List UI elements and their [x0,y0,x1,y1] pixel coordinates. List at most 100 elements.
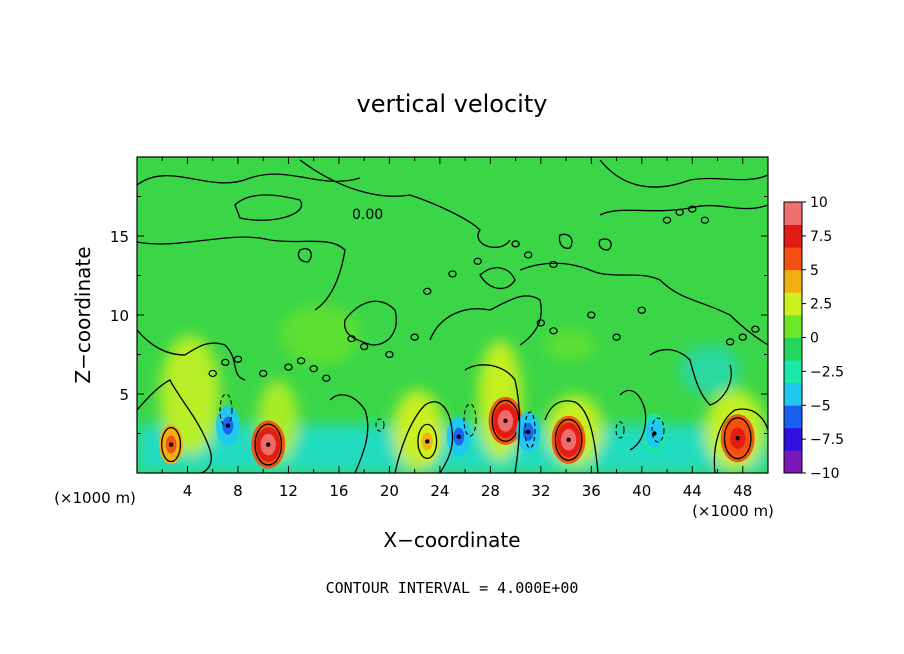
extrema-cores [159,396,755,469]
contour-cell [675,208,684,216]
x-tick-label: 24 [430,482,449,500]
contour-cell [322,374,331,382]
colorbar-label: −10 [810,466,840,482]
colorbar-label: −7.5 [810,432,844,448]
contour-cell [309,365,318,373]
contour-cell [473,257,482,265]
contour-line [137,173,361,186]
contour-line [598,238,612,251]
small-contour-cells [208,205,760,382]
negative-contour [615,421,625,439]
contour-line [619,389,647,451]
x-tick-label: 40 [632,482,651,500]
y-tick-label: 10 [110,307,129,325]
x-tick-label: 32 [531,482,550,500]
x-tick-label: 8 [233,482,243,500]
colorbar-label: −2.5 [810,364,844,380]
contour-line [137,379,212,473]
contour-value-label: 0.00 [352,207,383,223]
contour-line [599,204,768,216]
extremum-marker [652,431,657,436]
contour-cell [738,333,747,341]
contour-line [479,267,516,290]
x-axis-label: X−coordinate [383,528,520,552]
contour-cell [511,240,520,248]
contour-cell [359,343,369,351]
colorbar-swatch [784,292,802,316]
contour-cell [524,251,533,259]
contour-line [137,329,246,381]
contour-line [329,394,369,473]
colorbar-label: 7.5 [810,229,832,245]
contour-cell [208,369,217,378]
contour-line [137,236,346,311]
extremum-marker [503,418,508,424]
colorbar-label: 2.5 [810,297,832,313]
x-tick-label: 36 [582,482,601,500]
contour-line [713,408,768,473]
x-tick-label: 44 [683,482,702,500]
plume [545,330,595,360]
contour-line [299,159,511,249]
negative-contour [375,418,385,432]
extremum-contour [254,423,283,466]
contour-line [343,300,397,346]
colorbar: 10 7.5 5 2.5 0 −2.5 −5 −7.5 −10 [783,195,844,482]
contour-line [464,364,521,473]
contour-cell [423,287,432,295]
contour-cell [612,333,621,341]
x-unit-left: (×1000 m) [54,489,136,507]
y-tick-label: 15 [110,228,129,246]
colorbar-swatch [784,382,802,406]
x-unit-right: (×1000 m) [692,502,774,520]
contour-cell [284,363,293,371]
contour-interval-note: CONTOUR INTERVAL = 4.000E+00 [326,579,579,597]
colorbar-swatch [784,269,802,293]
contour-cell [688,205,697,213]
x-tick-label: 12 [279,482,298,500]
contour-line [544,400,599,473]
y-tick-label: 5 [119,386,129,404]
contour-cell [637,306,647,314]
colorbar-swatch [784,450,802,474]
contour-cell [549,260,558,269]
contour-cell [347,335,356,343]
colorbar-swatch [784,427,802,451]
contour-line [599,159,768,188]
negative-contour-lines [219,393,665,449]
extremum-marker [168,442,174,447]
extremum-marker [735,436,740,441]
contour-cell [549,327,558,335]
x-axis: 4 8 12 16 20 24 28 32 36 40 44 48 [161,157,752,500]
extremum-marker [266,442,271,447]
plot-area [137,157,768,473]
extremum-contour [723,417,752,460]
contour-line [297,248,312,263]
contour-cell [536,319,546,327]
contour-cell [296,357,306,365]
contour-line [519,262,768,346]
contour-cell [233,355,243,363]
y-axis-label: Z−coordinate [71,246,95,383]
contour-cell [751,325,760,333]
extremum-marker [526,429,531,435]
colorbar-label: 5 [810,263,819,279]
colorbar-label: 10 [810,195,828,211]
plume [160,335,220,455]
contour-cell [385,350,394,359]
x-tick-label: 28 [481,482,500,500]
extremum-marker [456,434,462,439]
chart-title: vertical velocity [357,90,548,118]
plume [680,345,740,395]
negative-contour [651,417,665,443]
extremum-contour [161,426,182,463]
x-tick-label: 20 [380,482,399,500]
plume [280,305,360,365]
contour-cell [259,369,268,378]
contour-cell [662,216,672,224]
negative-contour [524,411,536,449]
colorbar-swatch [784,405,802,429]
y-axis: 5 10 15 [110,196,768,434]
colorbar-swatch [784,224,802,248]
colorbar-label: −5 [810,398,831,414]
